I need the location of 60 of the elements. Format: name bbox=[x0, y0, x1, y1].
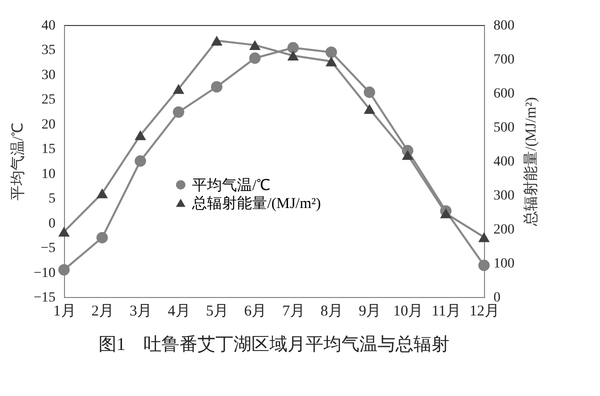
point bbox=[287, 42, 299, 54]
y-tick-label: 20 bbox=[42, 117, 56, 132]
y2-tick-label: 600 bbox=[494, 86, 514, 102]
legend-label: 平均气温/℃ bbox=[192, 176, 270, 194]
x-tick-label: 6月 bbox=[244, 304, 267, 320]
point bbox=[58, 264, 70, 276]
point bbox=[364, 86, 376, 98]
y-tick-label: 10 bbox=[42, 166, 56, 182]
x-tick-label: 8月 bbox=[320, 304, 344, 320]
legend-label: 总辐射能量/(MJ/m²) bbox=[191, 194, 321, 212]
x-tick-label: 3月 bbox=[130, 304, 152, 320]
point bbox=[211, 36, 222, 46]
y-tick-label: 15 bbox=[42, 142, 56, 158]
x-tick-label: 10月 bbox=[393, 304, 424, 320]
y-tick-label: 5 bbox=[48, 192, 56, 207]
x-tick-label: 7月 bbox=[282, 304, 305, 320]
point bbox=[134, 130, 146, 140]
point bbox=[326, 46, 337, 58]
y-tick-label: 0 bbox=[48, 216, 56, 232]
point bbox=[211, 81, 222, 93]
y2-tick-label: 100 bbox=[494, 256, 514, 272]
x-tick-label: 2月 bbox=[91, 304, 114, 320]
y2-tick-label: 400 bbox=[494, 154, 514, 170]
y2-tick-label: 300 bbox=[494, 188, 514, 204]
point bbox=[58, 226, 70, 237]
y-tick-label: 40 bbox=[42, 18, 56, 34]
point bbox=[364, 104, 376, 114]
text: 图1 吐鲁番艾丁湖区域月平均气温与总辐射 bbox=[98, 334, 450, 354]
x-tick-label: 4月 bbox=[168, 304, 190, 320]
y-tick-label: −10 bbox=[34, 266, 56, 281]
y-axis-title: 平均气温/℃ bbox=[10, 122, 27, 201]
y-tick-label: 35 bbox=[42, 43, 56, 58]
x-tick-label: 9月 bbox=[358, 304, 382, 320]
point bbox=[172, 106, 184, 118]
point bbox=[440, 208, 452, 218]
y2-tick-label: 700 bbox=[494, 52, 514, 68]
point bbox=[402, 150, 414, 160]
x-tick-label: 1月 bbox=[53, 304, 76, 320]
point bbox=[249, 40, 261, 50]
y2-tick-label: 500 bbox=[494, 120, 514, 136]
y-tick-label: −15 bbox=[34, 290, 56, 306]
x-tick-label: 5月 bbox=[206, 304, 228, 320]
y2-tick-label: 800 bbox=[494, 18, 514, 34]
y-tick-label: 25 bbox=[42, 92, 56, 108]
point bbox=[478, 232, 490, 242]
x-tick-label: 12月 bbox=[470, 304, 500, 320]
point bbox=[326, 56, 337, 66]
y-tick-label: 30 bbox=[42, 68, 56, 83]
point bbox=[96, 232, 108, 244]
x-tick-label: 11月 bbox=[432, 304, 462, 320]
y2-tick-label: 0 bbox=[494, 290, 500, 306]
point bbox=[134, 155, 146, 167]
y2-tick-label: 200 bbox=[494, 222, 514, 238]
point bbox=[287, 50, 299, 61]
point bbox=[172, 84, 184, 94]
point bbox=[249, 52, 261, 64]
point bbox=[96, 188, 108, 198]
y2-axis-title: 总辐射能量/(MJ/m²) bbox=[522, 97, 540, 227]
y-tick-label: −5 bbox=[40, 241, 56, 256]
point bbox=[478, 260, 490, 272]
